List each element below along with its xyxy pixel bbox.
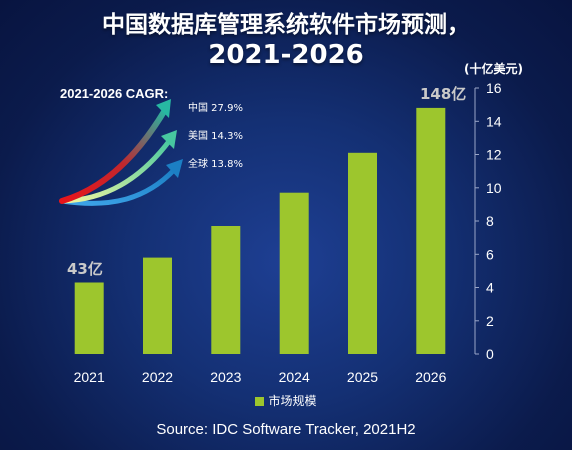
chart-title-line1: 中国数据库管理系统软件市场预测， xyxy=(102,12,470,38)
x-tick-label-2021: 2021 xyxy=(74,369,105,385)
cagr-arrow-global xyxy=(59,167,177,206)
source-note: Source: IDC Software Tracker, 2021H2 xyxy=(156,421,416,438)
x-tick-label-2024: 2024 xyxy=(279,369,310,385)
y-tick-label-12: 12 xyxy=(486,147,502,163)
cagr-label-china: 中国 27.9% xyxy=(188,103,243,114)
bar-2023 xyxy=(211,226,241,354)
cagr-arrow-china xyxy=(59,107,168,204)
y-tick-label-8: 8 xyxy=(486,213,494,229)
cagr-arrowhead-us xyxy=(161,130,177,149)
bar-2025 xyxy=(348,152,377,354)
y-tick-label-4: 4 xyxy=(486,280,494,296)
bar-2026 xyxy=(416,107,446,355)
x-tick-label-2022: 2022 xyxy=(142,369,173,385)
y-tick-label-0: 0 xyxy=(486,346,494,362)
cagr-arrowhead-china xyxy=(156,99,171,118)
callout-2021-value: 43亿 xyxy=(67,260,103,278)
cagr-arrowhead-global xyxy=(166,159,183,178)
bar-series xyxy=(74,107,446,355)
y-axis-tick-labels: 0 2 4 6 8 10 12 14 16 xyxy=(475,80,502,362)
chart-title-line2: 2021-2026 xyxy=(208,40,364,70)
cagr-arrow-us xyxy=(59,137,173,204)
y-tick-label-2: 2 xyxy=(486,313,494,329)
y-tick-label-6: 6 xyxy=(486,246,494,262)
y-tick-label-14: 14 xyxy=(486,113,502,129)
bar-2021 xyxy=(74,282,104,354)
bar-2022 xyxy=(143,257,172,354)
x-axis-tick-labels: 2021 2022 2023 2024 2025 2026 xyxy=(74,369,447,385)
cagr-arrows xyxy=(59,99,183,206)
y-axis-unit-label: (十亿美元) xyxy=(464,62,523,76)
cagr-label-global: 全球 13.8% xyxy=(188,159,243,170)
x-tick-label-2023: 2023 xyxy=(210,369,241,385)
cagr-label-us: 美国 14.3% xyxy=(188,131,243,142)
x-tick-label-2025: 2025 xyxy=(347,369,378,385)
y-tick-label-10: 10 xyxy=(486,180,502,196)
legend-label: 市场规模 xyxy=(268,394,317,408)
legend: 市场规模 xyxy=(0,392,572,409)
x-tick-label-2026: 2026 xyxy=(415,369,446,385)
bar-2024 xyxy=(279,192,309,354)
callout-2026-value: 148亿 xyxy=(420,85,467,103)
legend-swatch xyxy=(255,397,265,406)
y-tick-label-16: 16 xyxy=(486,80,502,96)
cagr-heading: 2021-2026 CAGR: xyxy=(60,86,169,101)
